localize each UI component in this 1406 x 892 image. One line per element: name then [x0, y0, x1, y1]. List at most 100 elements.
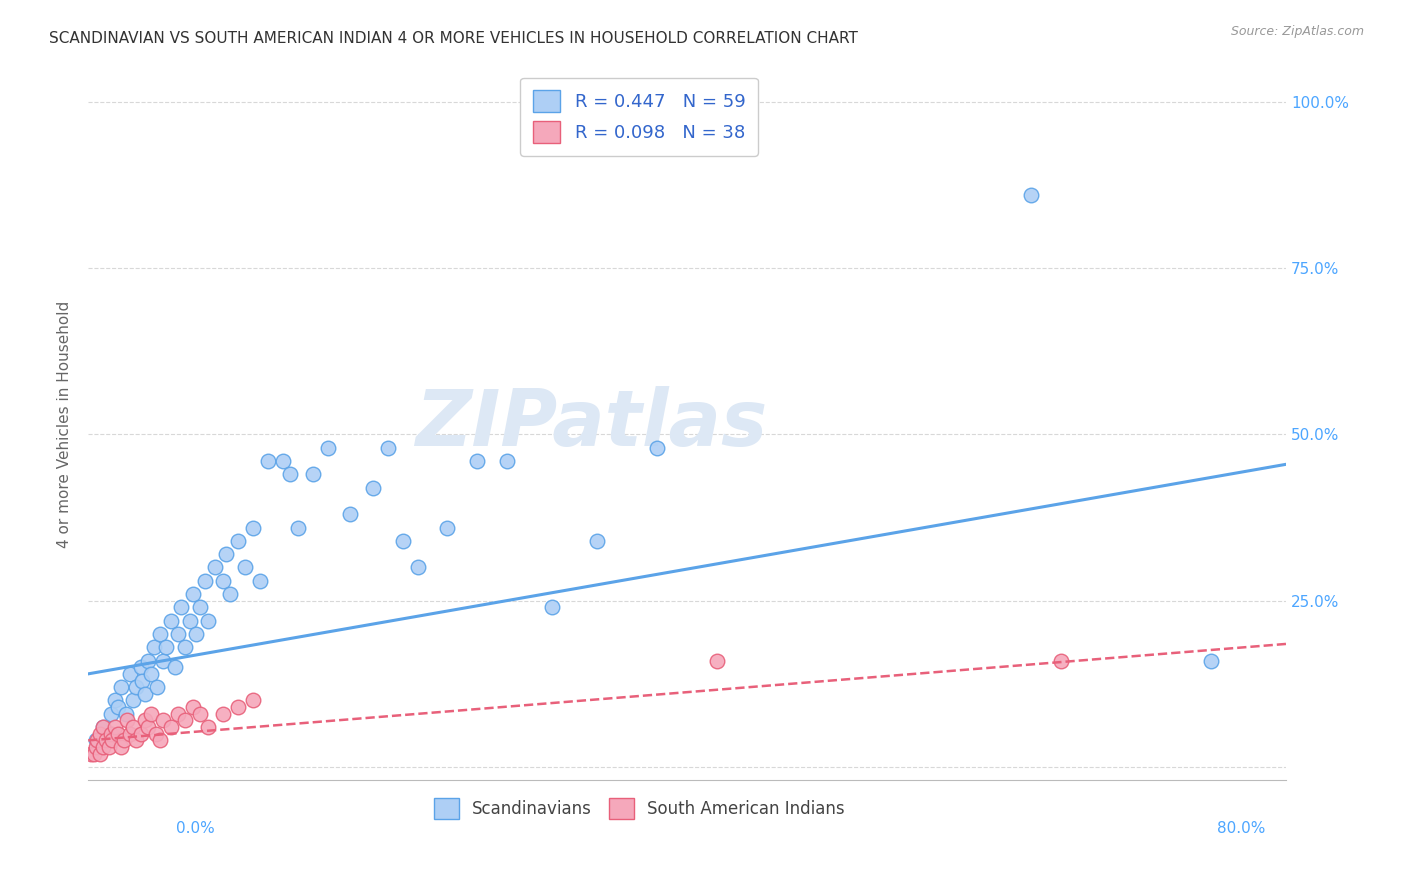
Point	[174, 640, 197, 655]
Point	[167, 627, 190, 641]
Point	[181, 587, 204, 601]
Point	[101, 733, 124, 747]
Point	[91, 720, 114, 734]
Point	[131, 673, 153, 688]
Point	[122, 693, 145, 707]
Text: 0.0%: 0.0%	[176, 821, 215, 836]
Point	[226, 700, 249, 714]
Point	[145, 727, 167, 741]
Point	[86, 733, 108, 747]
Point	[139, 706, 162, 721]
Point	[167, 706, 190, 721]
Point	[496, 454, 519, 468]
Point	[143, 640, 166, 655]
Point	[104, 720, 127, 734]
Point	[287, 520, 309, 534]
Point	[152, 714, 174, 728]
Point	[134, 687, 156, 701]
Point	[149, 627, 172, 641]
Point	[100, 706, 122, 721]
Point	[83, 747, 105, 761]
Point	[110, 739, 132, 754]
Point	[91, 739, 114, 754]
Point	[256, 454, 278, 468]
Point	[1021, 188, 1043, 202]
Point	[107, 727, 129, 741]
Point	[89, 727, 111, 741]
Point	[278, 467, 301, 482]
Point	[84, 733, 107, 747]
Point	[190, 706, 212, 721]
Point	[122, 720, 145, 734]
Point	[110, 680, 132, 694]
Point	[436, 520, 458, 534]
Point	[1199, 654, 1222, 668]
Point	[136, 720, 159, 734]
Point	[134, 714, 156, 728]
Point	[115, 714, 138, 728]
Point	[155, 640, 177, 655]
Point	[120, 727, 142, 741]
Point	[159, 720, 181, 734]
Point	[194, 574, 217, 588]
Point	[125, 733, 148, 747]
Point	[467, 454, 489, 468]
Point	[226, 533, 249, 548]
Point	[136, 654, 159, 668]
Point	[197, 720, 219, 734]
Point	[120, 666, 142, 681]
Point	[301, 467, 323, 482]
Point	[204, 560, 226, 574]
Point	[159, 614, 181, 628]
Point	[541, 600, 564, 615]
Point	[242, 520, 264, 534]
Text: SCANDINAVIAN VS SOUTH AMERICAN INDIAN 4 OR MORE VEHICLES IN HOUSEHOLD CORRELATIO: SCANDINAVIAN VS SOUTH AMERICAN INDIAN 4 …	[49, 31, 858, 46]
Point	[212, 706, 235, 721]
Point	[271, 454, 294, 468]
Point	[112, 733, 135, 747]
Point	[212, 574, 235, 588]
Y-axis label: 4 or more Vehicles in Household: 4 or more Vehicles in Household	[58, 301, 72, 548]
Point	[586, 533, 609, 548]
Point	[249, 574, 271, 588]
Point	[84, 739, 107, 754]
Point	[107, 700, 129, 714]
Point	[184, 627, 207, 641]
Point	[125, 680, 148, 694]
Point	[706, 654, 728, 668]
Point	[391, 533, 413, 548]
Point	[219, 587, 242, 601]
Point	[170, 600, 193, 615]
Point	[190, 600, 212, 615]
Point	[129, 727, 152, 741]
Point	[181, 700, 204, 714]
Point	[91, 720, 114, 734]
Point	[139, 666, 162, 681]
Point	[242, 693, 264, 707]
Point	[163, 660, 186, 674]
Point	[152, 654, 174, 668]
Point	[100, 727, 122, 741]
Point	[197, 614, 219, 628]
Point	[339, 507, 361, 521]
Point	[377, 441, 399, 455]
Point	[361, 481, 384, 495]
Point	[316, 441, 339, 455]
Text: Source: ZipAtlas.com: Source: ZipAtlas.com	[1230, 25, 1364, 38]
Text: ZIPatlas: ZIPatlas	[415, 386, 768, 462]
Legend: Scandinavians, South American Indians: Scandinavians, South American Indians	[427, 792, 851, 825]
Point	[94, 733, 117, 747]
Point	[235, 560, 257, 574]
Point	[104, 693, 127, 707]
Point	[174, 714, 197, 728]
Point	[215, 547, 238, 561]
Point	[98, 739, 121, 754]
Point	[114, 706, 136, 721]
Point	[1050, 654, 1073, 668]
Point	[645, 441, 668, 455]
Point	[89, 747, 111, 761]
Point	[100, 727, 122, 741]
Point	[406, 560, 429, 574]
Point	[146, 680, 169, 694]
Point	[80, 747, 103, 761]
